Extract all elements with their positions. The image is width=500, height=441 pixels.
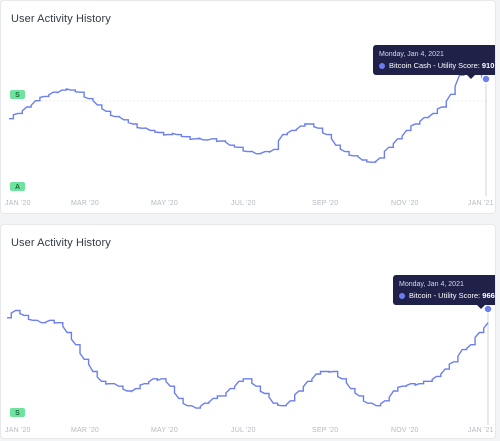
tooltip-value: 910: [481, 61, 495, 70]
hover-point[interactable]: [483, 304, 493, 314]
series-color-dot-icon: [399, 292, 405, 299]
x-tick-label: MAY '20: [151, 200, 178, 207]
activity-chart-card-bitcoin: User Activity History S JAN '20 MAR '20 …: [0, 224, 496, 439]
chart-title: User Activity History: [11, 13, 111, 25]
tooltip-series-label: Bitcoin Cash - Utility Score:: [389, 61, 480, 70]
activity-chart-card-bitcoin-cash: User Activity History S A JAN '20 MAR '2…: [0, 0, 496, 214]
grade-badge-s: S: [10, 90, 25, 99]
x-tick-label: JUL '20: [231, 200, 256, 207]
x-tick-label: MAR '20: [71, 427, 99, 434]
tooltip-date: Monday, Jan 4, 2021: [399, 281, 464, 288]
series-line: [7, 309, 489, 409]
series-line: [9, 70, 487, 163]
x-tick-label: JAN '21: [468, 200, 494, 207]
tooltip-value: 966: [482, 291, 495, 300]
x-tick-label: SEP '20: [312, 427, 338, 434]
svg-text:S: S: [15, 410, 20, 417]
chart-tooltip: Monday, Jan 4, 2021 Bitcoin Cash - Utili…: [373, 45, 495, 79]
chart-title: User Activity History: [11, 237, 111, 249]
grade-badge-s: S: [10, 408, 25, 417]
x-tick-label: SEP '20: [312, 200, 338, 207]
tooltip-series-label: Bitcoin - Utility Score:: [409, 291, 481, 300]
x-tick-label: NOV '20: [391, 200, 419, 207]
line-chart-bitcoin[interactable]: S JAN '20 MAR '20 MAY '20 JUL '20 SEP '2…: [1, 225, 496, 439]
svg-text:A: A: [15, 184, 20, 191]
svg-text:S: S: [15, 92, 20, 99]
x-tick-label: MAY '20: [151, 427, 178, 434]
series-color-dot-icon: [379, 62, 385, 69]
chart-tooltip: Monday, Jan 4, 2021 Bitcoin - Utility Sc…: [393, 275, 495, 309]
x-tick-label: JAN '20: [5, 427, 31, 434]
x-tick-label: JAN '21: [468, 427, 494, 434]
x-tick-label: MAR '20: [71, 200, 99, 207]
x-tick-label: NOV '20: [391, 427, 419, 434]
x-tick-label: JUL '20: [231, 427, 256, 434]
tooltip-date: Monday, Jan 4, 2021: [379, 51, 444, 58]
grade-badge-a: A: [10, 182, 25, 191]
hover-point[interactable]: [481, 74, 491, 84]
x-tick-label: JAN '20: [5, 200, 31, 207]
line-chart-bitcoin-cash[interactable]: S A JAN '20 MAR '20 MAY '20 JUL '20 SEP …: [1, 1, 496, 214]
